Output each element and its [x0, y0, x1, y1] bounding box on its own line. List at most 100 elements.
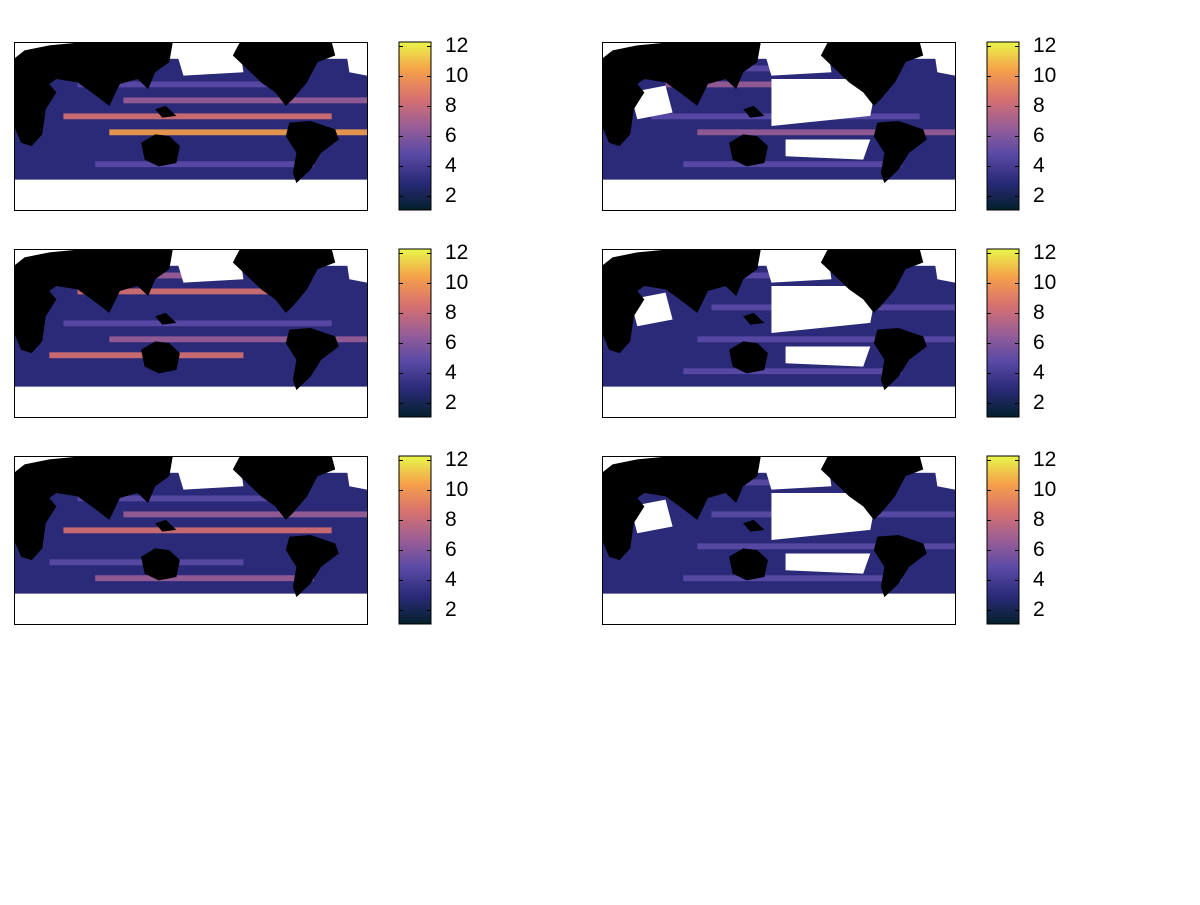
colorbar-tick-label: 2 [1033, 391, 1045, 414]
mask-area [176, 255, 244, 283]
land [602, 65, 617, 83]
colorbar-tick-label: 2 [445, 391, 457, 414]
ocean-band [697, 129, 955, 136]
land [820, 249, 924, 313]
colorbar-tick-label: 6 [445, 124, 457, 147]
colorbar [398, 455, 432, 625]
colorbar-tick-label: 8 [445, 301, 457, 324]
colorbar-tick-label: 10 [445, 478, 468, 501]
land [14, 249, 173, 354]
map [14, 456, 367, 624]
colorbar-tick-label: 4 [445, 568, 457, 591]
land [285, 327, 339, 391]
mask-area [602, 386, 955, 417]
mask-area [933, 45, 955, 76]
colorbar-tick-label: 10 [445, 64, 468, 87]
land [729, 341, 768, 374]
land [873, 120, 927, 184]
panel: 2 4 6 8 10 12 [602, 448, 1056, 625]
mask-area [14, 179, 367, 210]
land [155, 519, 177, 532]
map-frame [14, 456, 368, 625]
mask-area [14, 386, 367, 417]
colorbar-tick-label: 6 [1033, 538, 1045, 561]
colorbar-tick-label: 10 [1033, 271, 1056, 294]
land [285, 534, 339, 598]
map-frame [14, 42, 368, 211]
land [14, 456, 173, 561]
colorbar-tick-label: 6 [445, 538, 457, 561]
colorbar-tick-label: 6 [445, 331, 457, 354]
colorbar-tick-label: 12 [445, 241, 468, 264]
land [14, 272, 29, 290]
mask-area [602, 593, 955, 624]
colorbar [398, 248, 432, 418]
panel: 2 4 6 8 10 12 [14, 241, 468, 418]
panel: 2 4 6 8 10 12 [14, 34, 468, 211]
ocean-band [123, 511, 367, 518]
land [155, 105, 177, 118]
colorbar-tick-label: 12 [445, 34, 468, 57]
colorbar [986, 41, 1020, 211]
colorbar-tick-label: 4 [1033, 361, 1045, 384]
ocean-band [95, 161, 315, 168]
colorbar-tick-label: 12 [1033, 34, 1056, 57]
colorbar-tick-label: 2 [1033, 184, 1045, 207]
land [141, 341, 180, 374]
colorbar-tick-label: 8 [1033, 508, 1045, 531]
mask-area [345, 459, 367, 490]
ocean-band [95, 368, 315, 375]
colorbar-tick-label: 10 [1033, 478, 1056, 501]
mask-area [630, 285, 878, 367]
colorbar [986, 248, 1020, 418]
mask-area [764, 48, 832, 76]
ocean-band [77, 288, 297, 295]
ocean-band [123, 97, 367, 104]
map-frame [14, 249, 368, 418]
map [602, 42, 955, 210]
colorbar-tick-label: 6 [1033, 331, 1045, 354]
ocean-band [63, 113, 332, 120]
panel: 2 4 6 8 10 12 [602, 241, 1056, 418]
mask-area [176, 462, 244, 490]
land [873, 534, 927, 598]
land [232, 456, 336, 520]
ocean-band [683, 368, 903, 375]
colorbar-tick-label: 4 [445, 154, 457, 177]
ocean-band [109, 336, 367, 343]
mask-area [764, 462, 832, 490]
land [14, 65, 29, 83]
map-frame [602, 456, 956, 625]
land [14, 42, 173, 147]
land [729, 134, 768, 167]
colorbar-tick-label: 2 [445, 598, 457, 621]
colorbar [986, 455, 1020, 625]
land [743, 105, 765, 118]
land [873, 327, 927, 391]
colorbar-tick-label: 2 [445, 184, 457, 207]
ocean-band [683, 161, 903, 168]
ocean-band [63, 527, 332, 534]
colorbar-tick-label: 2 [1033, 598, 1045, 621]
land [602, 249, 761, 354]
ocean-band [77, 495, 297, 502]
ocean-band [123, 304, 367, 311]
mask-area [933, 252, 955, 283]
ocean-band [63, 320, 332, 327]
land [602, 272, 617, 290]
map [14, 42, 367, 210]
mask-area [345, 252, 367, 283]
colorbar-tick-label: 12 [1033, 241, 1056, 264]
mask-area [14, 593, 367, 624]
ocean-band [697, 336, 955, 343]
land [729, 548, 768, 581]
mask-area [630, 78, 878, 160]
colorbar-tick-label: 8 [1033, 301, 1045, 324]
land [820, 42, 924, 106]
mask-area [933, 459, 955, 490]
map [602, 456, 955, 624]
land [820, 456, 924, 520]
colorbar-tick-label: 8 [445, 94, 457, 117]
mask-area [176, 48, 244, 76]
